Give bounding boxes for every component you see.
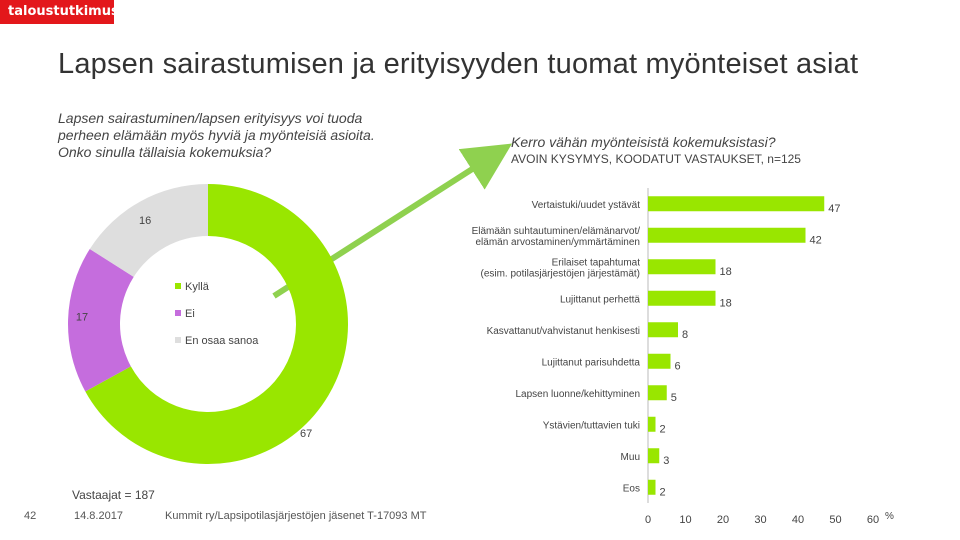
bar-8 [648,448,660,464]
bar-value-label: 47 [828,203,840,215]
legend-label: Kyllä [185,281,210,293]
question-right-sub: AVOIN KYSYMYS, KOODATUT VASTAUKSET, n=12… [511,152,801,166]
category-label: Eos [623,483,640,494]
bar-0 [648,196,825,212]
bar-1 [648,227,806,243]
page-number: 42 [24,510,37,522]
legend-swatch [175,310,181,316]
bar-value-label: 6 [675,360,681,372]
legend-label: En osaa sanoa [185,335,259,347]
legend-swatch [175,337,181,343]
bar-value-label: 18 [720,266,732,278]
category-label: Vertaistuki/uudet ystävät [532,200,641,211]
bar-2 [648,259,716,275]
category-label: Elämään suhtautuminen/elämänarvot/elämän… [472,226,641,248]
x-tick-label: 0 [645,514,651,526]
question-right: Kerro vähän myönteisistä kokemuksistasi? [511,134,776,150]
x-tick-label: 20 [717,514,729,526]
footer-date: 14.8.2017 [74,510,123,522]
x-tick-label: 30 [754,514,766,526]
page-title: Lapsen sairastumisen ja erityisyyden tuo… [58,48,859,80]
category-label: Muu [621,452,640,463]
bar-value-label: 2 [660,423,666,435]
legend-label: Ei [185,308,195,320]
bar-chart: 47 Vertaistuki/uudet ystävät 42 Elämään suh… [472,188,894,526]
bar-4 [648,322,678,338]
bar-value-label: 8 [682,329,688,341]
donut-slice-0 [85,184,349,465]
question-left: Lapsen sairastuminen/lapsen erityisyys v… [58,110,375,160]
category-label: Ystävien/tuttavien tuki [543,420,640,431]
x-tick-label: 10 [679,514,691,526]
donut-value-label: 16 [139,215,151,227]
x-tick-label: 50 [829,514,841,526]
donut-slice-1 [67,248,134,392]
bar-5 [648,353,671,369]
donut-value-label: 17 [76,311,88,323]
x-tick-label: 40 [792,514,804,526]
bar-9 [648,479,656,495]
x-tick-label: 60 [867,514,879,526]
bar-3 [648,290,716,306]
category-label: Kasvattanut/vahvistanut henkisesti [487,326,640,337]
donut-slice-2 [89,184,208,277]
category-label: Lujittanut perhettä [560,294,640,305]
bar-value-label: 18 [720,297,732,309]
category-label: Lapsen luonne/kehittyminen [515,389,640,400]
category-label: Lujittanut parisuhdetta [542,357,641,368]
respondents-note: Vastaajat = 187 [72,488,155,502]
brand-logo: taloustutkimus [0,0,119,24]
bar-value-label: 3 [663,455,669,467]
bar-6 [648,385,667,401]
x-unit-label: % [885,511,894,522]
footer-source: Kummit ry/Lapsipotilasjärjestöjen jäsene… [165,510,427,522]
bar-value-label: 42 [810,234,822,246]
bar-value-label: 5 [671,392,677,404]
donut-value-label: 67 [300,428,312,440]
legend-swatch [175,283,181,289]
bar-7 [648,416,656,432]
bar-value-label: 2 [660,486,666,498]
category-label: Erilaiset tapahtumat (esim. potilasjärjes… [480,257,640,279]
donut-chart: 67 17 16 Kyllä Ei En osaa sanoa [67,184,349,465]
